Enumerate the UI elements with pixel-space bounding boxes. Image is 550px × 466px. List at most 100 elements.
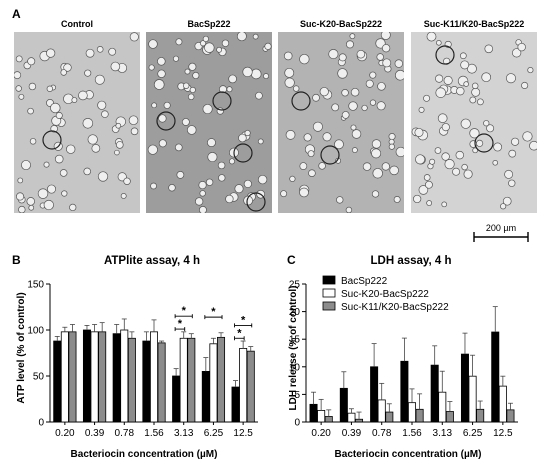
- highlight-circle: [212, 91, 232, 111]
- cell: [221, 39, 230, 47]
- cell: [476, 139, 484, 147]
- cell: [71, 97, 78, 103]
- bar: [415, 408, 424, 423]
- bar: [407, 402, 416, 423]
- bar: [347, 412, 356, 423]
- cell: [217, 161, 226, 170]
- cell: [229, 158, 235, 165]
- cell: [218, 174, 226, 182]
- cell: [455, 150, 465, 160]
- highlight-circle: [474, 133, 494, 153]
- cell: [129, 32, 139, 42]
- cell: [55, 112, 63, 119]
- cell: [312, 93, 320, 102]
- cell: [195, 197, 204, 206]
- cell: [382, 58, 392, 68]
- bar: [157, 342, 166, 423]
- cell: [284, 67, 295, 78]
- significance-star: *: [178, 318, 183, 330]
- cell: [280, 190, 288, 198]
- cell: [97, 171, 109, 182]
- cell: [423, 174, 431, 181]
- cell: [426, 200, 433, 206]
- cell: [37, 188, 49, 199]
- cell: [322, 132, 332, 142]
- chart-c-ylabel: LDH release (% of control): [288, 285, 299, 410]
- legend-swatch: [322, 301, 336, 311]
- bar: [309, 403, 318, 423]
- cell: [293, 85, 300, 92]
- bar: [324, 416, 333, 423]
- cell: [236, 32, 247, 42]
- bar: [438, 391, 447, 423]
- cell: [59, 169, 68, 177]
- cell: [372, 168, 383, 179]
- cell: [444, 159, 455, 170]
- cell: [123, 177, 131, 185]
- x-tick-label: 0.78: [372, 428, 392, 439]
- cell: [21, 160, 31, 171]
- chart-c-title: LDH assay, 4 h: [371, 255, 452, 267]
- cell: [91, 144, 101, 153]
- bar: [172, 375, 181, 423]
- cell: [238, 133, 247, 143]
- cell: [504, 169, 514, 179]
- y-tick-label: 100: [27, 326, 44, 337]
- cell: [508, 179, 516, 187]
- cell: [17, 177, 24, 184]
- cell: [148, 64, 155, 71]
- cell: [181, 118, 190, 126]
- y-tick-label: 15: [289, 335, 301, 346]
- cell: [337, 68, 348, 79]
- cell: [192, 71, 200, 80]
- cell: [189, 86, 196, 94]
- cell: [257, 138, 264, 145]
- bar: [98, 331, 107, 423]
- cell: [436, 40, 442, 46]
- cell: [350, 87, 360, 97]
- image-label-bacsp222: BacSp222: [187, 19, 230, 29]
- cell: [82, 118, 94, 129]
- cell: [318, 162, 326, 170]
- cell: [284, 77, 295, 88]
- cell: [365, 79, 374, 88]
- bar: [187, 337, 196, 423]
- cell: [244, 129, 251, 137]
- bar: [201, 370, 210, 423]
- cell: [150, 182, 157, 190]
- cell: [351, 147, 358, 154]
- x-tick-label: 0.20: [55, 428, 75, 439]
- cell: [456, 86, 465, 96]
- cell: [18, 205, 26, 213]
- bar: [460, 353, 469, 423]
- cell: [202, 35, 209, 43]
- cell: [493, 142, 503, 152]
- y-tick-label: 20: [289, 307, 301, 318]
- cell: [394, 69, 404, 81]
- cell: [443, 75, 453, 85]
- cell: [484, 44, 494, 54]
- cell: [441, 201, 448, 208]
- cell: [312, 121, 323, 132]
- cell: [47, 184, 57, 194]
- cell: [371, 190, 380, 198]
- cell: [43, 161, 50, 168]
- bar: [120, 329, 129, 423]
- cell: [426, 32, 437, 42]
- bar: [476, 408, 485, 423]
- cell: [328, 49, 339, 60]
- micrograph-control: [14, 32, 140, 213]
- bar: [430, 364, 439, 423]
- cell: [511, 48, 522, 58]
- cell: [101, 110, 109, 118]
- bar: [239, 347, 248, 423]
- image-label-suc-k11-k20: Suc-K11/K20-BacSp222: [424, 19, 525, 29]
- cell: [242, 66, 253, 78]
- scale-bar: [473, 232, 529, 242]
- cell: [43, 199, 54, 211]
- cell: [202, 103, 213, 115]
- cell: [84, 69, 92, 77]
- cell: [199, 190, 206, 197]
- panel-c-letter: C: [287, 253, 296, 267]
